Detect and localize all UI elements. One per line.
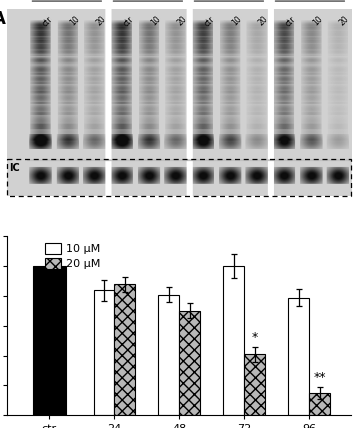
Bar [114, 284, 135, 415]
Bar [158, 294, 179, 415]
Bar [179, 311, 200, 415]
Bar [244, 354, 265, 415]
Text: 20: 20 [337, 14, 350, 27]
Bar [223, 266, 244, 415]
Bar [288, 297, 309, 415]
Text: 10: 10 [68, 14, 81, 27]
Text: 10: 10 [311, 14, 324, 27]
Text: ctr: ctr [121, 14, 135, 28]
Bar [93, 290, 114, 415]
Text: A: A [0, 10, 6, 28]
Text: ctr: ctr [40, 14, 54, 28]
Text: 10: 10 [230, 14, 243, 27]
Text: 10: 10 [149, 14, 162, 27]
Legend: 10 μM, 20 μM: 10 μM, 20 μM [40, 238, 105, 273]
Text: 20: 20 [175, 14, 189, 27]
Bar [33, 266, 66, 415]
Text: *: * [251, 331, 258, 344]
Text: 20: 20 [256, 14, 269, 27]
Text: IC: IC [9, 163, 20, 173]
Text: ctr: ctr [203, 14, 216, 28]
Text: **: ** [313, 371, 326, 384]
Text: ctr: ctr [284, 14, 297, 28]
Text: 20: 20 [94, 14, 107, 27]
Bar [309, 393, 330, 415]
